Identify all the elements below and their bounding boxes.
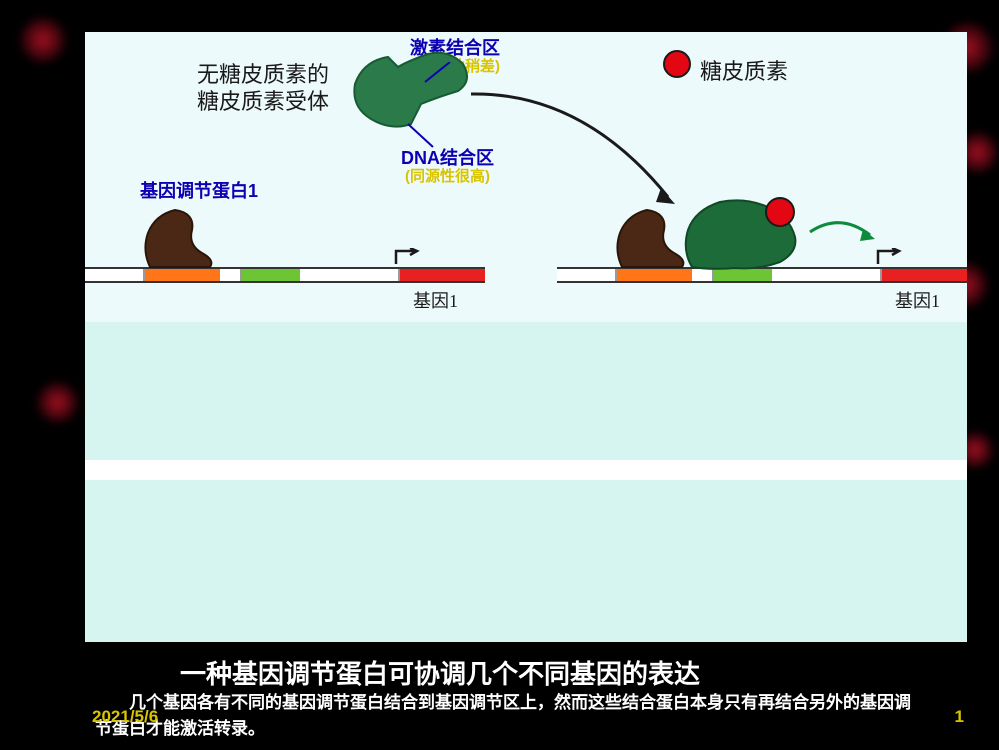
gene-label-right: 基因1 [895, 287, 940, 313]
glow-decor [18, 15, 68, 65]
receptor-label-2: 糖皮质素受体 [197, 84, 329, 116]
gene-label-left: 基因1 [413, 287, 458, 313]
pointer-hormone [420, 62, 460, 92]
slide-date: 2021/5/6 [92, 707, 158, 727]
slide-title: 一种基因调节蛋白可协调几个不同基因的表达 [180, 654, 700, 691]
glucocorticoid-free [663, 50, 691, 78]
receptor-move-arrow [463, 82, 713, 222]
brown-protein-left [140, 205, 225, 269]
glucocorticoid-label: 糖皮质素 [700, 54, 788, 86]
slide-body: 几个基因各有不同的基因调节蛋白结合到基因调节区上，然而这些结合蛋白本身只有再结合… [95, 690, 925, 741]
glow-decor [35, 380, 80, 425]
reg-protein-label: 基因调节蛋白1 [140, 177, 258, 203]
slide-page: 1 [955, 707, 964, 727]
white-strip [85, 460, 967, 480]
dna-track-left [85, 267, 485, 283]
pointer-dna [403, 122, 443, 152]
slide-panel: 激素结合区 (同源性稍差) 无糖皮质素的 糖皮质素受体 糖皮质素 DNA结合区 … [85, 32, 967, 642]
glucocorticoid-bound [765, 197, 795, 227]
activation-arrow [805, 207, 885, 257]
promoter-arrow-left [393, 248, 423, 266]
diagram: 激素结合区 (同源性稍差) 无糖皮质素的 糖皮质素受体 糖皮质素 DNA结合区 … [85, 32, 967, 322]
